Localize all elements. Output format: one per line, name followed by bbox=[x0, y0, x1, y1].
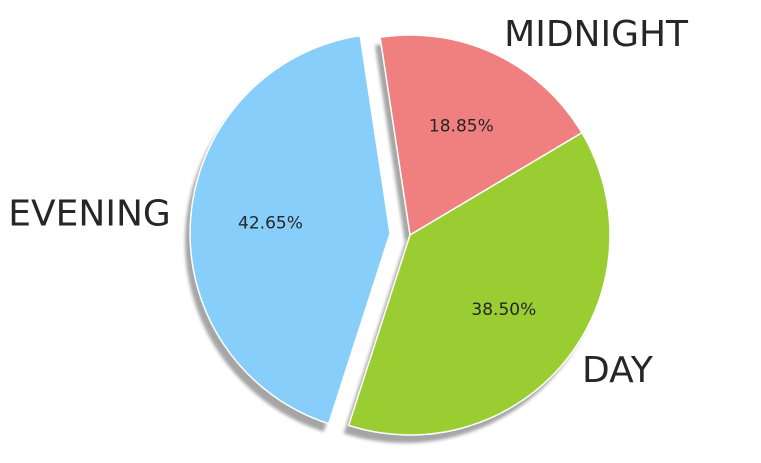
pie-slice-midnight bbox=[379, 34, 583, 237]
slice-label-midnight: MIDNIGHT bbox=[504, 14, 689, 55]
slice-percent-midnight: 18.85% bbox=[429, 117, 494, 137]
slice-label-day: DAY bbox=[582, 350, 654, 391]
slice-percent-evening: 42.65% bbox=[238, 214, 303, 234]
pie-slice-evening bbox=[189, 34, 391, 425]
slice-percent-day: 38.50% bbox=[471, 300, 536, 320]
slice-label-evening: EVENING bbox=[8, 194, 171, 235]
pie-slices bbox=[189, 34, 611, 436]
pie-labels: MIDNIGHT 18.85% DAY 38.50% EVENING 42.65% bbox=[8, 14, 689, 391]
pie-slice-day bbox=[347, 131, 611, 436]
